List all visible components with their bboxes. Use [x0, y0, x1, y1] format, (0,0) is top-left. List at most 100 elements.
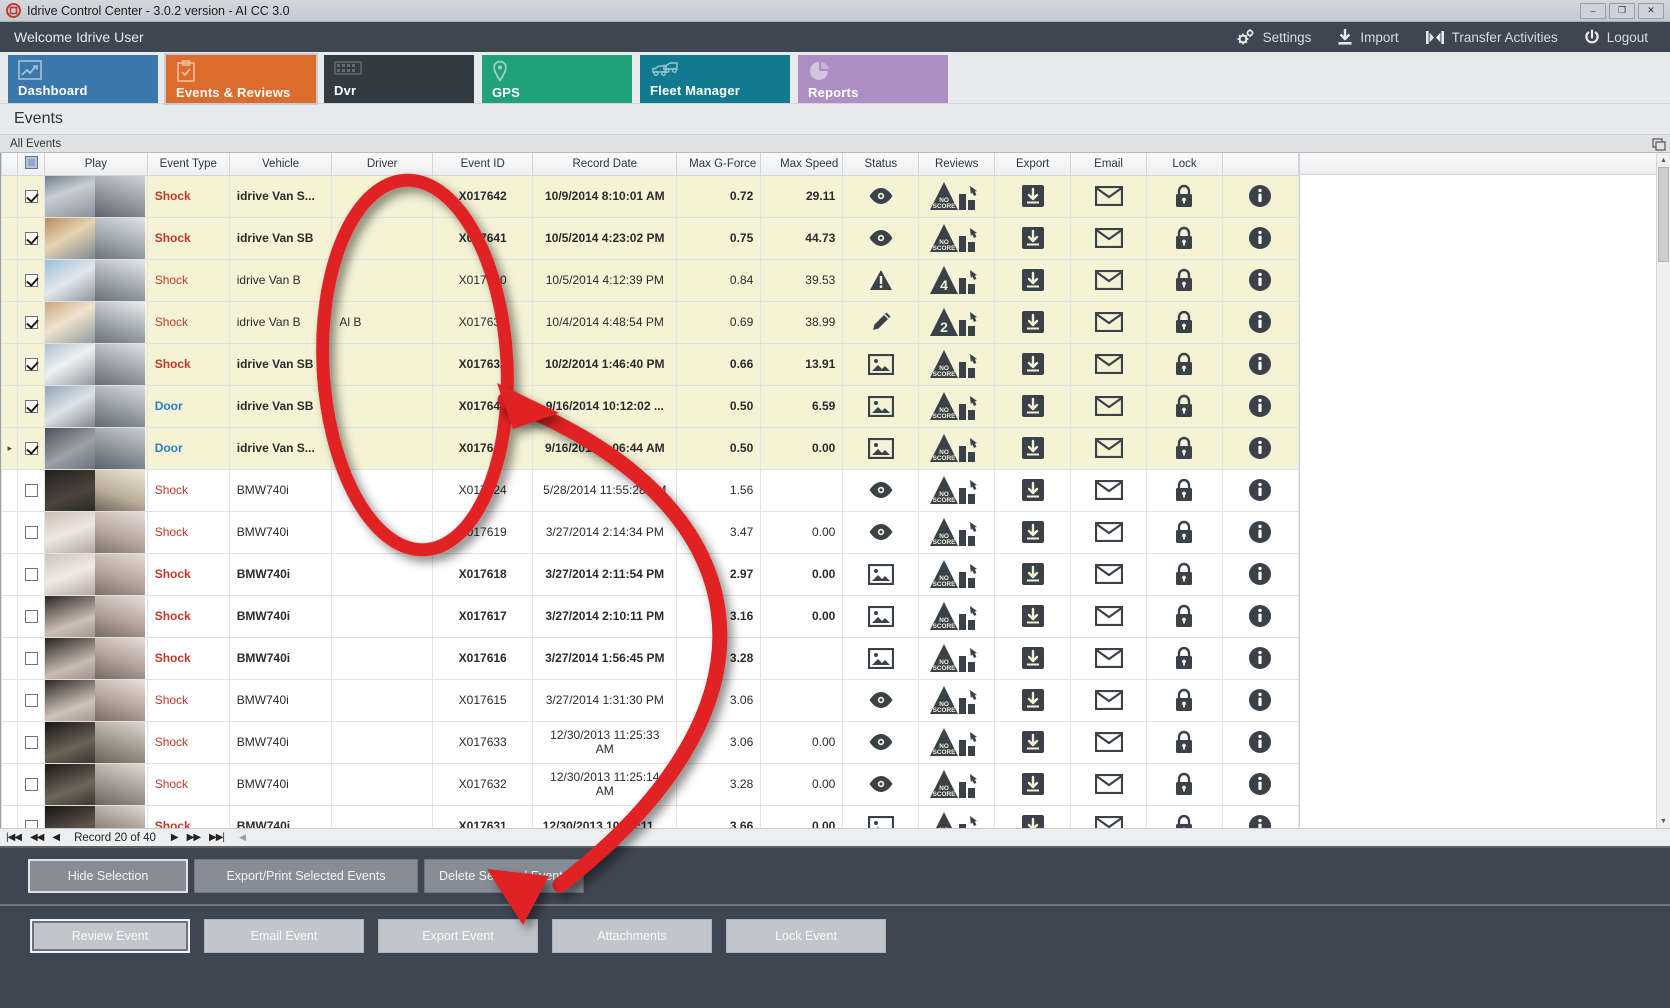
email-icon[interactable]: [1094, 428, 1123, 469]
row-checkbox[interactable]: [24, 484, 38, 498]
info-icon[interactable]: [1248, 638, 1272, 679]
warning-icon[interactable]: [869, 260, 893, 301]
image-icon[interactable]: [867, 596, 894, 637]
email-icon[interactable]: [1094, 806, 1123, 828]
col-event-id[interactable]: Event ID: [431, 153, 534, 176]
row-play-cell[interactable]: [44, 175, 148, 218]
row-play-cell[interactable]: [44, 637, 148, 680]
row-export-cell[interactable]: [994, 175, 1072, 218]
row-email-cell[interactable]: [1070, 175, 1148, 218]
table-row[interactable]: Shock BMW740i X017618 3/27/2014 2:11:54 PM 2…: [1, 553, 1300, 596]
last-record-button[interactable]: ▶▶|: [209, 832, 225, 843]
review-score-icon[interactable]: 4: [929, 260, 985, 301]
video-thumbnails[interactable]: [45, 427, 146, 469]
info-icon[interactable]: [1248, 764, 1272, 805]
close-button[interactable]: ✕: [1638, 2, 1664, 19]
row-info-cell[interactable]: [1221, 385, 1300, 428]
video-thumbnails[interactable]: [45, 385, 146, 427]
row-checkbox[interactable]: [24, 778, 38, 792]
table-row[interactable]: Shock BMW740i X017632 12/30/2013 11:25:14 A…: [1, 763, 1300, 806]
export-icon[interactable]: [1021, 386, 1045, 427]
export-icon[interactable]: [1021, 176, 1045, 217]
row-checkbox[interactable]: [24, 274, 38, 288]
row-checkbox[interactable]: [24, 400, 38, 414]
row-email-cell[interactable]: [1070, 679, 1148, 722]
row-status-cell[interactable]: [842, 721, 920, 764]
row-play-cell[interactable]: [44, 721, 148, 764]
video-thumbnails[interactable]: [45, 175, 146, 217]
table-row[interactable]: Shock BMW740i X017617 3/27/2014 2:10:11 PM 3…: [1, 595, 1300, 638]
video-thumbnails[interactable]: [45, 343, 146, 385]
export-icon[interactable]: [1021, 344, 1045, 385]
col-status[interactable]: Status: [842, 153, 920, 176]
row-email-cell[interactable]: [1070, 217, 1148, 260]
eye-icon[interactable]: [868, 722, 894, 763]
row-export-cell[interactable]: [994, 217, 1072, 260]
table-row[interactable]: Shock BMW740i X017619 3/27/2014 2:14:34 PM 3…: [1, 511, 1300, 554]
table-row[interactable]: Shock BMW740i X017631 12/30/2013 10:08:11 .…: [1, 805, 1300, 828]
lock-icon[interactable]: [1174, 218, 1194, 259]
table-row[interactable]: Shock BMW740i X017615 3/27/2014 1:31:30 PM 3…: [1, 679, 1300, 722]
row-lock-cell[interactable]: [1146, 301, 1223, 344]
col-event-type[interactable]: Event Type: [146, 153, 230, 176]
prev-record-button[interactable]: ◀: [52, 832, 60, 843]
row-export-cell[interactable]: [994, 595, 1072, 638]
email-icon[interactable]: [1094, 260, 1123, 301]
export-icon[interactable]: [1021, 680, 1045, 721]
email-icon[interactable]: [1094, 722, 1123, 763]
export-icon[interactable]: [1021, 638, 1045, 679]
row-play-cell[interactable]: [44, 301, 148, 344]
row-play-cell[interactable]: [44, 679, 148, 722]
row-checkbox-cell[interactable]: [17, 427, 46, 470]
row-export-cell[interactable]: [994, 427, 1072, 470]
video-thumbnails[interactable]: [45, 217, 146, 259]
export-icon[interactable]: [1021, 218, 1045, 259]
row-info-cell[interactable]: [1221, 763, 1300, 806]
lock-icon[interactable]: [1174, 260, 1194, 301]
row-lock-cell[interactable]: [1146, 721, 1223, 764]
export-icon[interactable]: [1021, 806, 1045, 828]
row-info-cell[interactable]: [1221, 259, 1300, 302]
eye-icon[interactable]: [868, 680, 894, 721]
row-export-cell[interactable]: [994, 511, 1072, 554]
row-info-cell[interactable]: [1221, 553, 1300, 596]
delete-selected-events-button[interactable]: Delete Selected Events: [424, 859, 584, 893]
row-email-cell[interactable]: [1070, 553, 1148, 596]
row-info-cell[interactable]: [1221, 721, 1300, 764]
image-icon[interactable]: [867, 386, 894, 427]
row-checkbox-cell[interactable]: [17, 721, 46, 764]
lock-icon[interactable]: [1174, 386, 1194, 427]
row-checkbox-cell[interactable]: [17, 259, 46, 302]
row-checkbox[interactable]: [24, 820, 38, 828]
lock-icon[interactable]: [1174, 638, 1194, 679]
table-row[interactable]: Shock idrive Van B X017640 10/5/2014 4:12:3…: [1, 259, 1300, 302]
row-checkbox[interactable]: [24, 442, 38, 456]
horizontal-scroll-left-arrow[interactable]: ◀: [239, 832, 246, 842]
video-thumbnails[interactable]: [45, 763, 146, 805]
row-export-cell[interactable]: [994, 553, 1072, 596]
row-play-cell[interactable]: [44, 553, 148, 596]
image-icon[interactable]: [867, 554, 894, 595]
row-info-cell[interactable]: [1221, 217, 1300, 260]
col-driver[interactable]: Driver: [331, 153, 433, 176]
lock-icon[interactable]: [1174, 470, 1194, 511]
row-lock-cell[interactable]: [1146, 385, 1223, 428]
select-all-icon[interactable]: [24, 155, 38, 172]
row-status-cell[interactable]: [842, 217, 920, 260]
col-reviews[interactable]: Reviews: [918, 153, 996, 176]
export-icon[interactable]: [1021, 512, 1045, 553]
nav-tile-dvr[interactable]: Dvr: [324, 55, 474, 103]
row-info-cell[interactable]: [1221, 637, 1300, 680]
row-export-cell[interactable]: [994, 385, 1072, 428]
